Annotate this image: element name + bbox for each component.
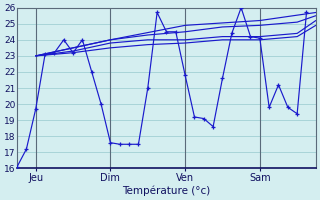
X-axis label: Température (°c): Température (°c) xyxy=(122,185,211,196)
